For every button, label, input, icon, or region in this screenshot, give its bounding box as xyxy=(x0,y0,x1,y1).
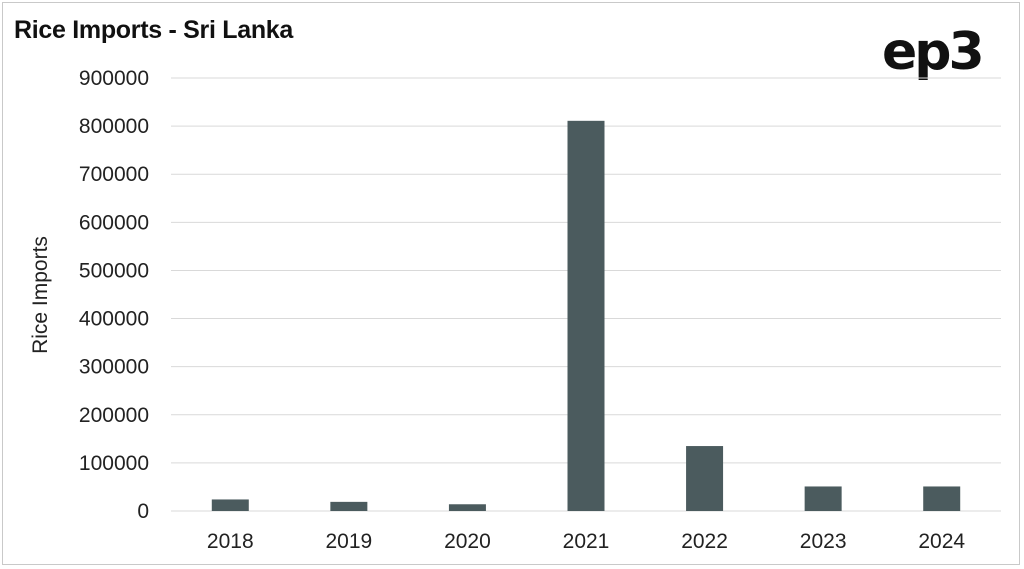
x-tick-label-2022: 2022 xyxy=(681,530,728,553)
ep3-logo: ep3 xyxy=(882,22,985,82)
y-axis-label: Rice Imports xyxy=(29,236,52,354)
y-tick-label: 500000 xyxy=(79,259,149,282)
y-tick-label: 100000 xyxy=(79,452,149,475)
y-tick-label: 800000 xyxy=(79,115,149,138)
y-axis-ticks: 0 100000 200000 300000 400000 500000 600000 700… xyxy=(79,67,149,523)
x-tick-label-2024: 2024 xyxy=(918,530,965,553)
bar-2021 xyxy=(567,120,605,512)
y-tick-label: 200000 xyxy=(79,404,149,427)
x-tick-label-2018: 2018 xyxy=(207,530,254,553)
bars xyxy=(211,120,961,512)
y-tick-label: 0 xyxy=(137,500,149,523)
bar-2020 xyxy=(448,504,486,511)
x-tick-label-2019: 2019 xyxy=(325,530,372,553)
y-tick-label: 400000 xyxy=(79,308,149,331)
x-tick-label-2020: 2020 xyxy=(444,530,491,553)
x-tick-label-2023: 2023 xyxy=(800,530,847,553)
x-tick-label-2021: 2021 xyxy=(563,530,610,553)
y-tick-label: 700000 xyxy=(79,163,149,186)
y-tick-label: 600000 xyxy=(79,211,149,234)
bar-2018 xyxy=(211,499,249,511)
bar-2023 xyxy=(804,486,842,511)
chart-title: Rice Imports - Sri Lanka xyxy=(14,16,293,44)
y-tick-label: 300000 xyxy=(79,356,149,379)
bar-2024 xyxy=(923,486,961,511)
x-axis-ticks: 2018 2019 2020 2021 2022 2023 2024 xyxy=(207,530,965,553)
bar-2022 xyxy=(686,446,724,511)
y-tick-label: 900000 xyxy=(79,67,149,90)
bar-2019 xyxy=(330,501,368,511)
